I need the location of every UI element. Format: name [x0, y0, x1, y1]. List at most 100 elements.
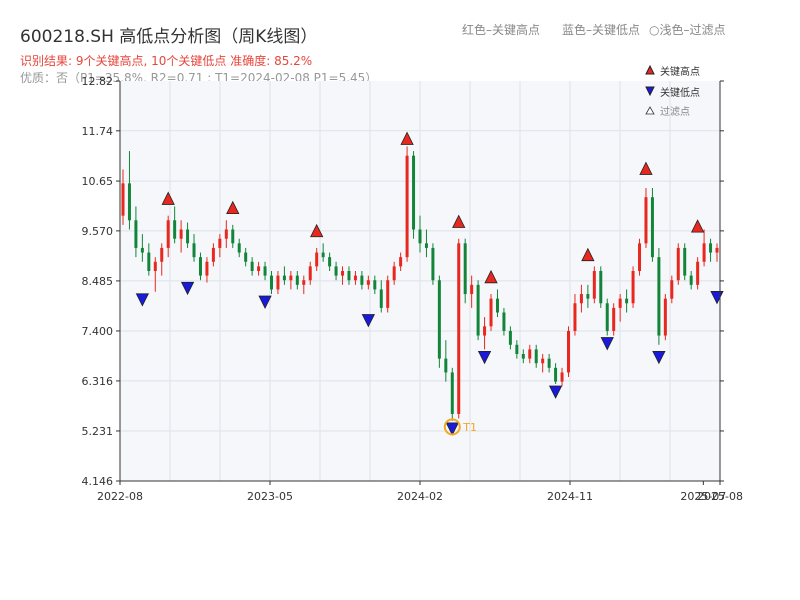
- candle-body: [599, 270, 603, 304]
- candle-body: [502, 312, 506, 331]
- candle: [457, 238, 461, 419]
- candle-body: [231, 229, 235, 244]
- candle-body: [579, 294, 583, 304]
- candle-body: [709, 243, 713, 253]
- y-tick-label: 9.570: [82, 225, 114, 238]
- candle: [127, 151, 131, 230]
- candle-body: [592, 270, 596, 299]
- candle-body: [431, 247, 435, 281]
- candle: [263, 261, 267, 281]
- y-tick-label: 7.400: [82, 325, 114, 338]
- high-marker: [226, 200, 240, 215]
- candle: [631, 266, 635, 308]
- candle: [605, 298, 609, 336]
- y-tick-label: 11.74: [82, 125, 114, 138]
- candle-body: [153, 261, 157, 271]
- candle-body: [495, 298, 499, 313]
- candle: [173, 206, 177, 244]
- candle-body: [295, 275, 299, 285]
- candle: [360, 270, 364, 290]
- high-marker: [400, 131, 414, 145]
- candle-body: [476, 284, 480, 336]
- candle: [502, 307, 506, 336]
- x-tick-label: 2022-08: [97, 490, 143, 503]
- candle-body: [205, 261, 209, 276]
- x-tick-label: 2023-05: [247, 490, 293, 503]
- result-summary: 识别结果: 9个关键高点, 10个关键低点 准确度: 85.2%: [20, 54, 313, 68]
- low-marker: [445, 422, 459, 436]
- legend-filtered-icon: [645, 106, 655, 115]
- candle: [289, 270, 293, 290]
- high-marker: [639, 161, 653, 175]
- candle: [689, 270, 693, 290]
- candle-body: [418, 229, 422, 244]
- candle-body: [211, 247, 215, 262]
- candle: [198, 252, 202, 281]
- candle-body: [224, 229, 228, 239]
- candle-body: [567, 330, 570, 373]
- high-marker: [581, 247, 595, 262]
- candle-body: [702, 243, 706, 262]
- candle-body: [347, 270, 351, 281]
- candle: [702, 229, 706, 267]
- candle-body: [541, 358, 545, 364]
- candle-body: [663, 298, 667, 336]
- candle: [592, 266, 596, 304]
- candle: [573, 294, 577, 336]
- candle-body: [554, 367, 558, 382]
- candle: [218, 234, 222, 258]
- candle: [560, 367, 564, 387]
- candle: [276, 270, 280, 295]
- candle: [166, 215, 170, 258]
- candle: [431, 243, 435, 285]
- x-tick-label: 2024-11: [547, 490, 593, 503]
- candle-body: [489, 298, 493, 327]
- candle: [302, 275, 306, 295]
- candle: [418, 215, 422, 253]
- t1-ring: [443, 418, 461, 436]
- low-marker: [258, 295, 272, 309]
- candle-body: [373, 280, 377, 290]
- candle-body: [463, 243, 467, 295]
- candle-body: [250, 261, 254, 271]
- candle: [586, 284, 590, 308]
- header-legend-blue: 蓝色–关键低点: [562, 23, 641, 37]
- candle: [147, 243, 151, 276]
- page-title: 600218.SH 高低点分析图（周K线图）: [20, 27, 318, 47]
- candle-body: [270, 275, 273, 290]
- candle: [231, 224, 235, 248]
- candle-body: [586, 294, 590, 299]
- candle: [386, 275, 390, 313]
- candle: [709, 238, 713, 262]
- candle: [211, 243, 215, 267]
- candle-body: [179, 229, 183, 239]
- header-legend-red: 红色–关键高点: [462, 23, 541, 37]
- candle-body: [257, 266, 261, 271]
- candle-body: [521, 353, 525, 359]
- candle: [683, 243, 687, 281]
- low-marker: [180, 281, 195, 296]
- candle-body: [334, 266, 338, 276]
- candle: [463, 238, 467, 304]
- candle: [134, 206, 138, 258]
- candle-body: [192, 243, 196, 258]
- candle-body: [508, 330, 512, 345]
- high-marker: [452, 214, 466, 228]
- candle-body: [173, 220, 177, 239]
- candle: [153, 257, 157, 292]
- candle: [579, 284, 583, 313]
- low-marker: [477, 350, 492, 365]
- candle-body: [392, 266, 396, 281]
- candle-body: [405, 155, 409, 258]
- legend-low-label: 关键低点: [660, 86, 700, 99]
- candle-body: [140, 247, 144, 253]
- candle-body: [450, 372, 454, 414]
- x-tick-label: 2025-07: [680, 490, 726, 503]
- candle: [366, 275, 370, 290]
- legend-filtered-label: 过滤点: [660, 105, 690, 118]
- candle: [282, 266, 286, 285]
- candle: [528, 344, 532, 364]
- legend-low-icon: [645, 86, 655, 97]
- candle: [379, 280, 383, 313]
